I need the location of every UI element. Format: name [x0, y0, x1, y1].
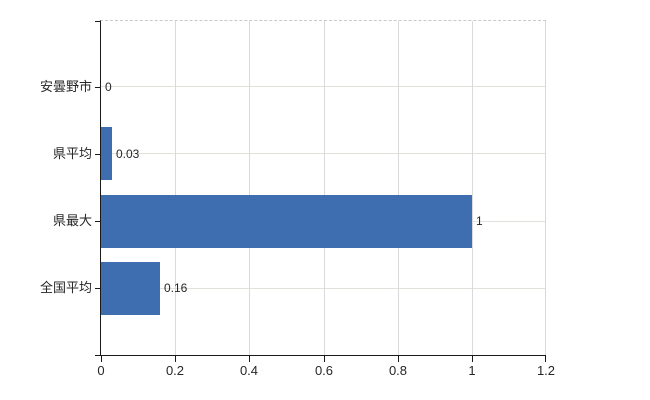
- bar-全国平均: [101, 262, 160, 315]
- x-axis-tick: [249, 356, 250, 362]
- horizontal-gridline: [101, 287, 546, 289]
- x-axis-tick-label: 0.4: [239, 363, 259, 378]
- y-axis-edge-tick: [95, 21, 101, 22]
- x-axis-tick: [472, 356, 473, 362]
- vertical-gridline: [324, 21, 325, 355]
- category-label: 県平均: [52, 146, 92, 161]
- value-label: 0.03: [116, 147, 140, 161]
- vertical-gridline: [175, 21, 176, 355]
- y-axis-tick: [95, 288, 101, 289]
- vertical-gridline: [249, 21, 250, 355]
- x-axis-tick-label: 1.2: [536, 363, 556, 378]
- vertical-gridline: [472, 21, 473, 355]
- vertical-gridline: [398, 21, 399, 355]
- y-axis-tick: [95, 221, 101, 222]
- value-label: 0: [105, 80, 112, 94]
- x-axis-tick-label: 0.8: [388, 363, 408, 378]
- value-label: 0.16: [164, 281, 188, 295]
- x-axis-tick-label: 1: [468, 363, 476, 378]
- bar-県最大: [101, 195, 472, 248]
- x-axis-tick-label: 0.2: [165, 363, 185, 378]
- x-axis-tick: [175, 356, 176, 362]
- category-label: 安曇野市: [39, 79, 92, 94]
- x-axis-tick-label: 0.6: [314, 363, 334, 378]
- plot-area: 0 0.03 1 0.16: [100, 20, 546, 356]
- y-axis-tick: [95, 87, 101, 88]
- y-axis-tick: [95, 154, 101, 155]
- x-axis-tick: [545, 356, 546, 362]
- category-label: 県最大: [52, 213, 92, 228]
- y-axis-edge-tick: [95, 355, 101, 356]
- x-axis-tick: [101, 356, 102, 362]
- horizontal-gridline: [101, 86, 546, 87]
- x-axis-tick: [398, 356, 399, 362]
- horizontal-gridline: [101, 153, 546, 155]
- bar-県平均: [101, 127, 112, 180]
- x-axis-tick: [324, 356, 325, 362]
- x-axis-tick-label: 0: [97, 363, 105, 378]
- vertical-gridline: [545, 21, 546, 355]
- category-label: 全国平均: [39, 280, 92, 295]
- value-label: 1: [476, 214, 483, 228]
